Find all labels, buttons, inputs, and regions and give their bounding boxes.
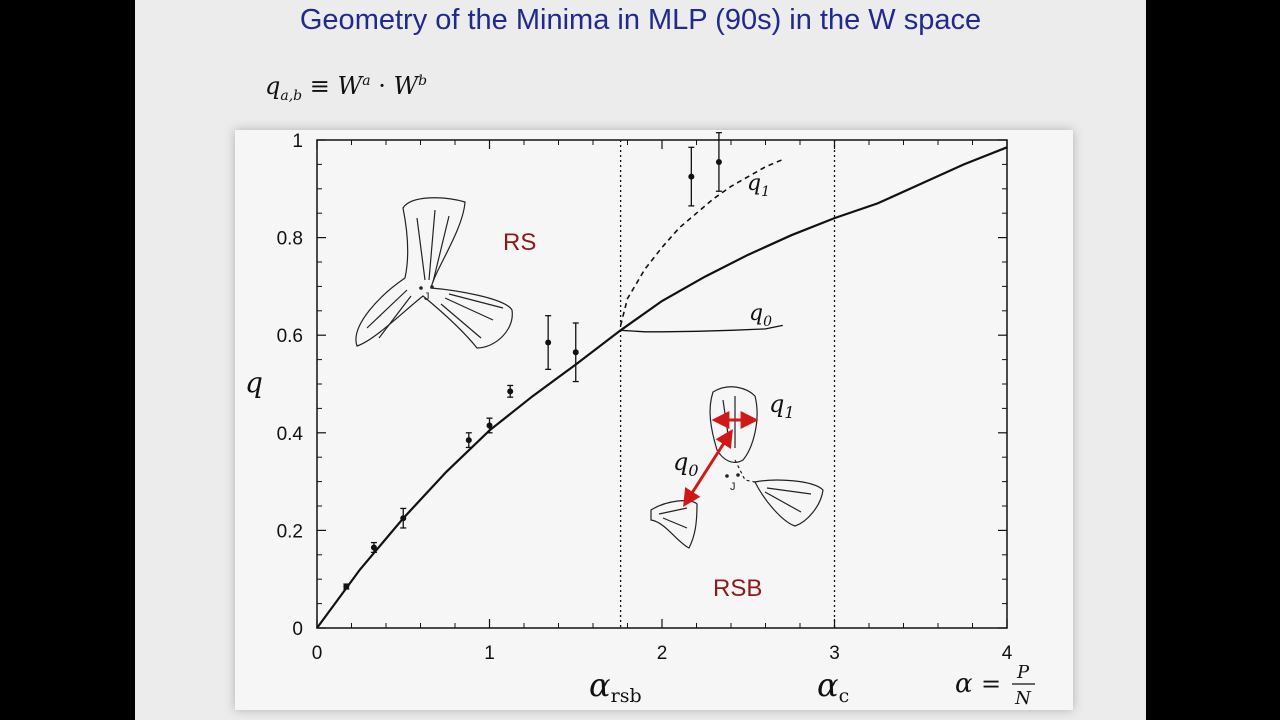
overlap-chart: 0 1 2 3 4 0 0.2 0.4 0.6 0.8 1 q q1 q0 RS RSB J [245,131,1035,709]
svg-text:J: J [730,481,736,493]
x-tick-label: 0 [312,643,323,664]
data-point [572,322,579,383]
axis-ticks: 0 1 2 3 4 0 0.2 0.4 0.6 0.8 1 [277,131,1013,664]
svg-text:=: = [981,670,1001,698]
x-axis-label: α = P N [955,662,1035,709]
data-point [370,541,377,554]
y-tick-label: 0.2 [277,521,303,542]
formula-w2-sup: b [418,73,428,89]
q0-curve [620,324,783,333]
y-tick-label: 0.4 [277,424,304,445]
series-layer [316,146,1008,629]
rs-region-label: RS [503,229,536,256]
formula-w1-sup: a [362,73,371,89]
svg-text:J: J [424,291,430,303]
slide: Geometry of the Minima in MLP (90s) in t… [135,0,1146,720]
svg-text:α: α [955,669,973,699]
formula-lhs-sub: a,b [280,87,303,104]
rsb-region-label: RSB [713,575,762,602]
x-tick-label: 3 [829,643,840,664]
data-point [343,583,350,590]
formula-dot: · [378,72,386,100]
plot-frame [316,139,1008,629]
svg-text:N: N [1014,688,1032,709]
data-point [400,507,407,529]
overlap-formula: qa,b ≡ Wa · Wb [265,72,427,104]
formula-lhs: q [265,72,281,100]
q0-curve-label: q0 [749,301,772,330]
valley-sketch-rsb: J [650,386,824,549]
data-points [343,132,722,590]
x-tick-label: 4 [1002,643,1013,664]
data-point [486,417,493,434]
slide-title: Geometry of the Minima in MLP (90s) in t… [299,4,982,36]
alpha-rsb-label: αrsb [589,666,642,707]
data-point [688,146,695,207]
x-tick-label: 2 [657,643,668,664]
data-point [545,315,552,371]
q-main [316,146,1008,629]
figure-card: 0 1 2 3 4 0 0.2 0.4 0.6 0.8 1 q q1 q0 RS RSB J [235,130,1073,710]
y-tick-label: 1 [292,131,303,152]
y-axis-label: q [245,366,263,399]
y-tick-label: 0 [292,619,303,640]
data-point [465,432,472,449]
formula-w1: W [337,72,363,100]
formula-w2: W [393,72,419,100]
q1-curve [619,158,784,326]
formula-equiv: ≡ [309,72,330,100]
data-point [507,384,514,398]
svg-text:P: P [1016,662,1030,683]
red-double-arrow-q0 [683,428,733,508]
sketch-q0-label: q0 [673,448,699,480]
data-point [715,132,722,192]
sketch-q1-label: q1 [769,390,795,422]
threshold-lines [619,140,836,628]
q1-curve-label: q1 [747,171,770,200]
x-tick-label: 1 [484,643,495,664]
valley-sketch-rs: J [355,197,513,349]
y-tick-label: 0.8 [277,229,303,250]
y-tick-label: 0.6 [277,326,303,347]
alpha-c-label: αc [817,666,849,707]
